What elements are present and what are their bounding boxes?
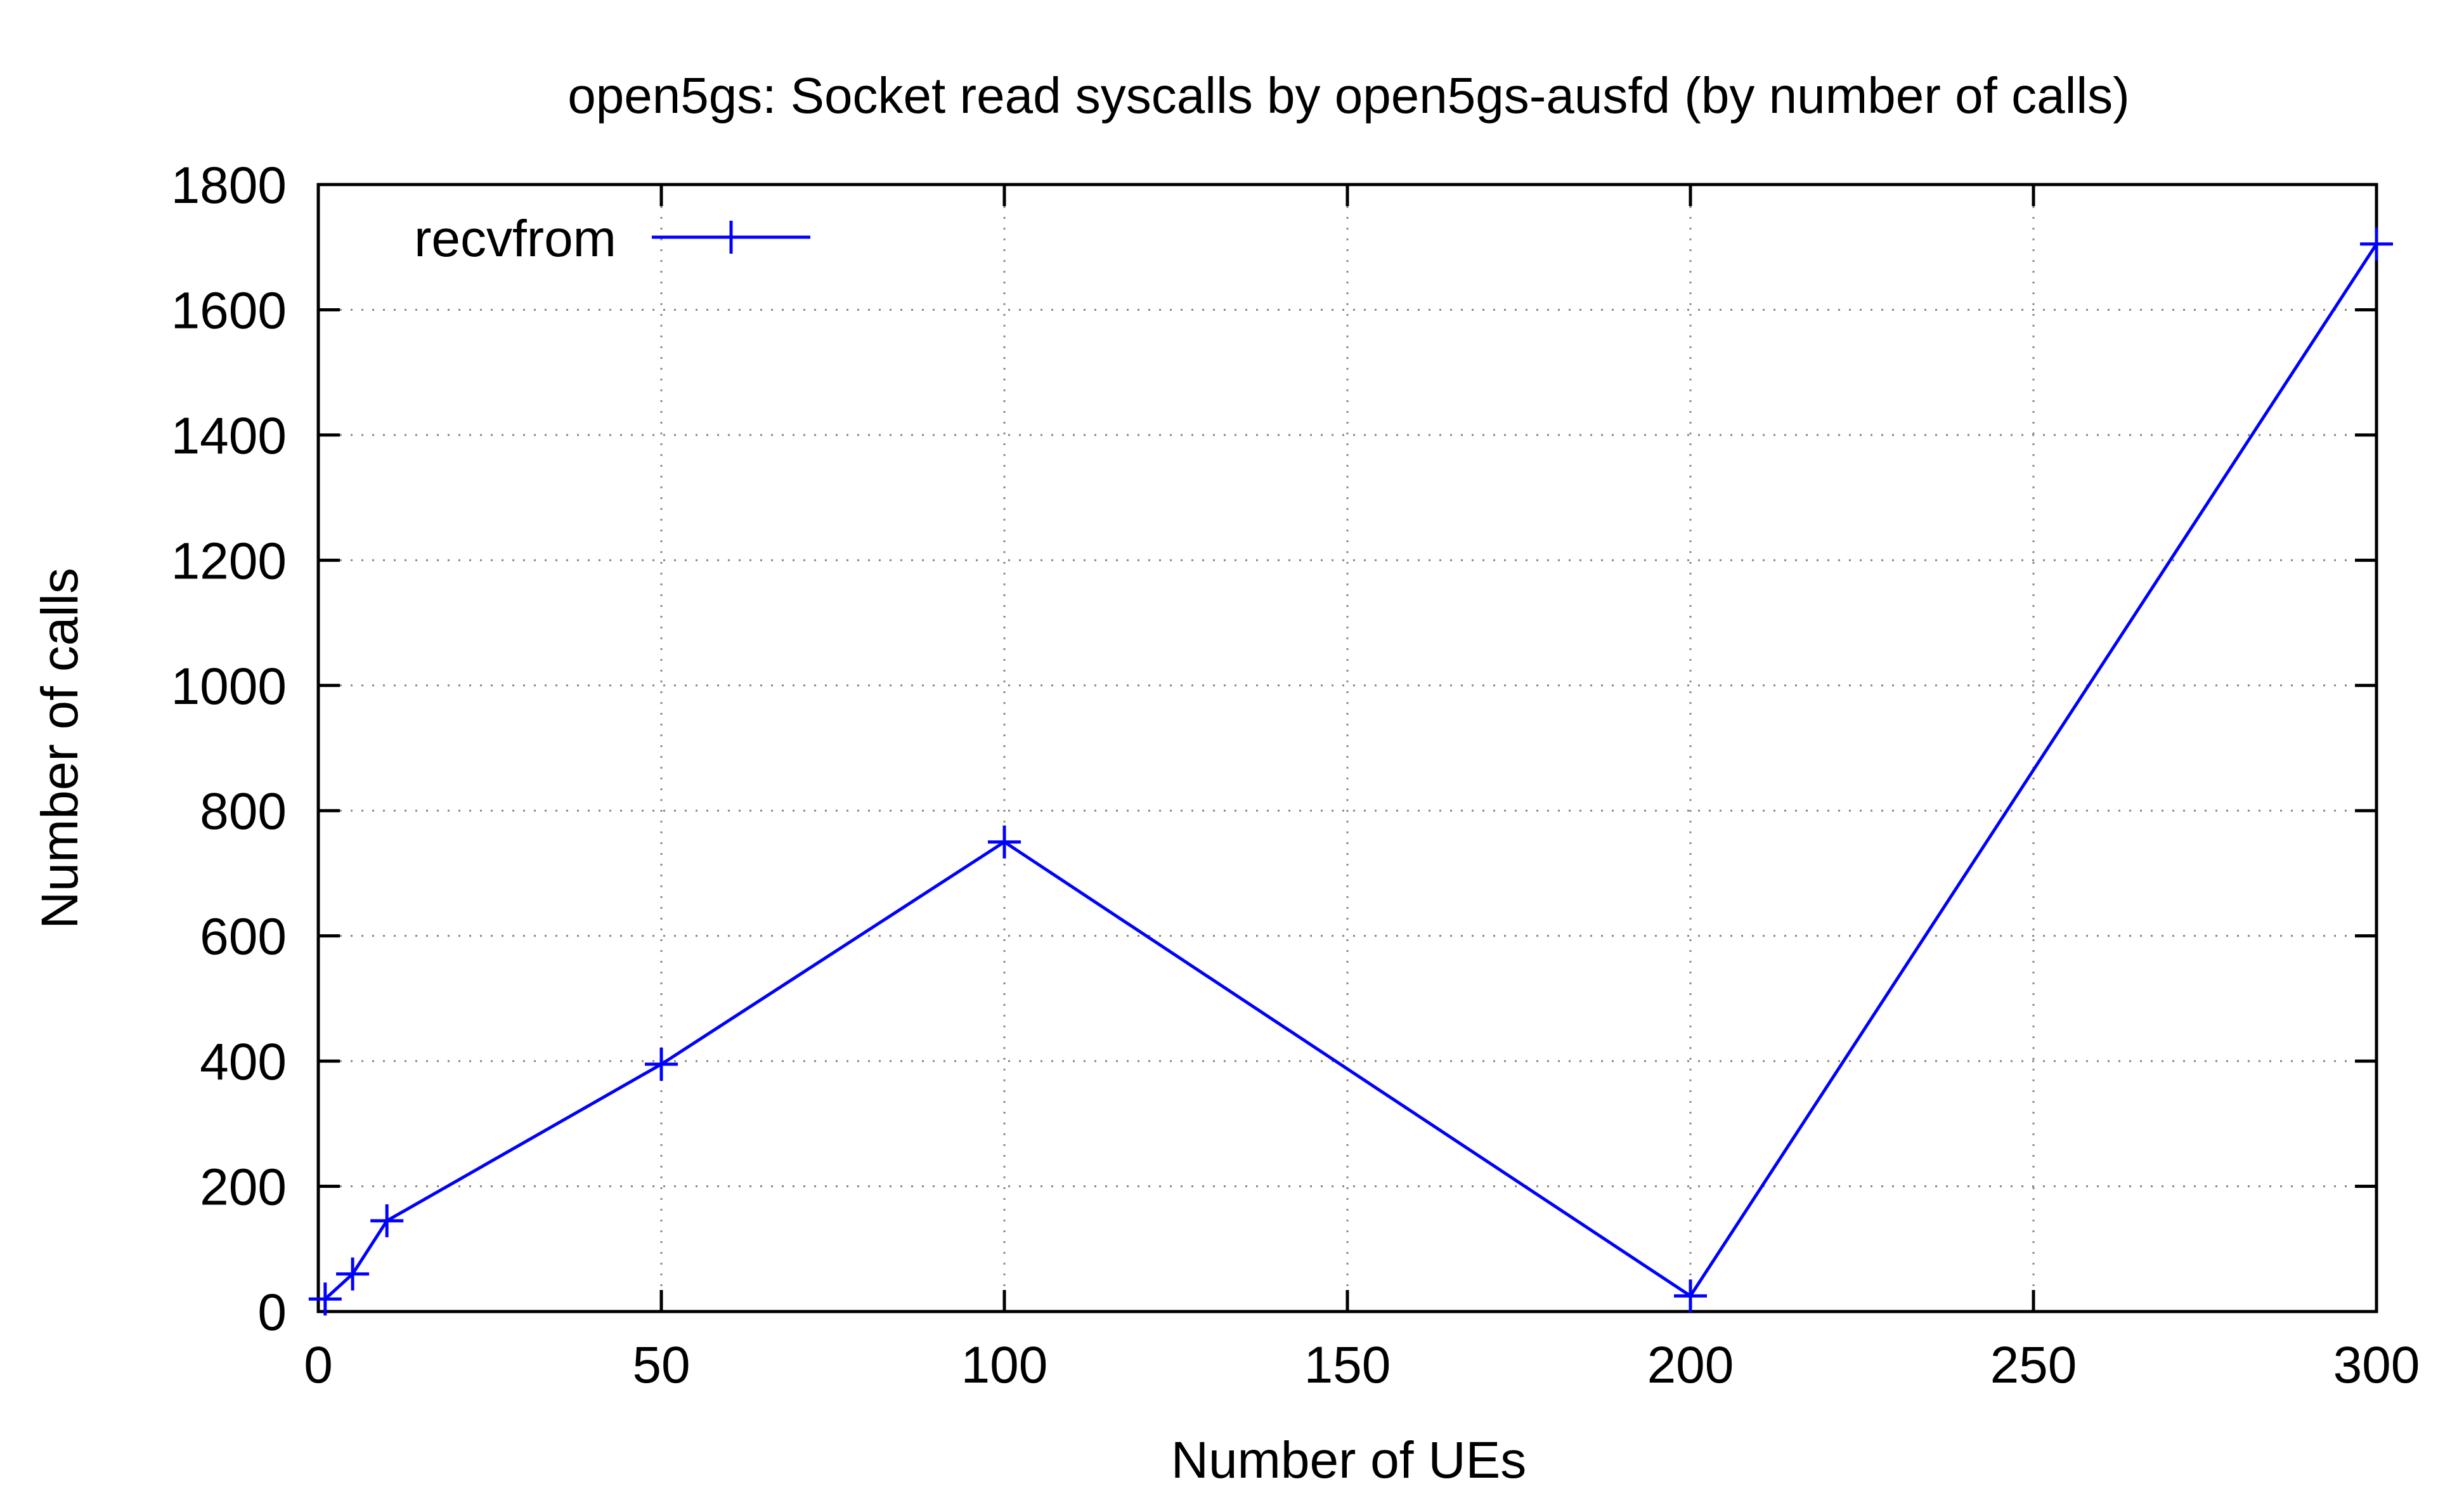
- x-axis-tick-labels: 0 50 100 150 200 250 300: [304, 1336, 2420, 1394]
- y-tick-label: 1000: [171, 658, 287, 715]
- legend-label-recvfrom: recvfrom: [414, 210, 616, 268]
- legend-marker-recvfrom: [715, 221, 748, 254]
- x-tick-label: 200: [1647, 1336, 1734, 1394]
- data-point-marker: [1674, 1279, 1707, 1313]
- chart-title: open5gs: Socket read syscalls by open5gs…: [567, 67, 2130, 124]
- x-tick-label: 150: [1304, 1336, 1391, 1394]
- x-tick-label: 50: [632, 1336, 690, 1394]
- y-tick-label: 1400: [171, 407, 287, 465]
- y-tick-label: 200: [200, 1159, 287, 1216]
- x-tick-label: 100: [961, 1336, 1048, 1394]
- y-tick-label: 1200: [171, 532, 287, 590]
- y-tick-label: 1800: [171, 157, 287, 214]
- data-series: [308, 227, 2393, 1316]
- data-point-marker: [308, 1282, 342, 1316]
- data-point-marker: [336, 1257, 370, 1291]
- x-axis-title: Number of UEs: [1171, 1431, 1527, 1489]
- x-tick-label: 250: [1990, 1336, 2077, 1394]
- data-point-marker: [645, 1048, 678, 1081]
- y-tick-label: 1600: [171, 282, 287, 339]
- y-tick-label: 0: [257, 1284, 287, 1341]
- data-point-marker: [988, 825, 1021, 859]
- data-point-marker: [2360, 227, 2393, 261]
- data-point-marker: [370, 1204, 404, 1237]
- y-tick-label: 800: [200, 783, 287, 840]
- y-axis-title: Number of calls: [31, 568, 89, 929]
- legend: recvfrom: [414, 210, 810, 268]
- y-tick-label: 400: [200, 1033, 287, 1091]
- x-tick-label: 0: [304, 1336, 333, 1394]
- plot-area-frame: [316, 183, 2378, 1313]
- y-axis-tick-labels: 0 200 400 600 800 1000 1200 1400 1600 1800: [171, 157, 287, 1341]
- x-tick-label: 300: [2333, 1336, 2420, 1394]
- y-tick-label: 600: [200, 908, 287, 966]
- grid-lines: [318, 185, 2376, 1312]
